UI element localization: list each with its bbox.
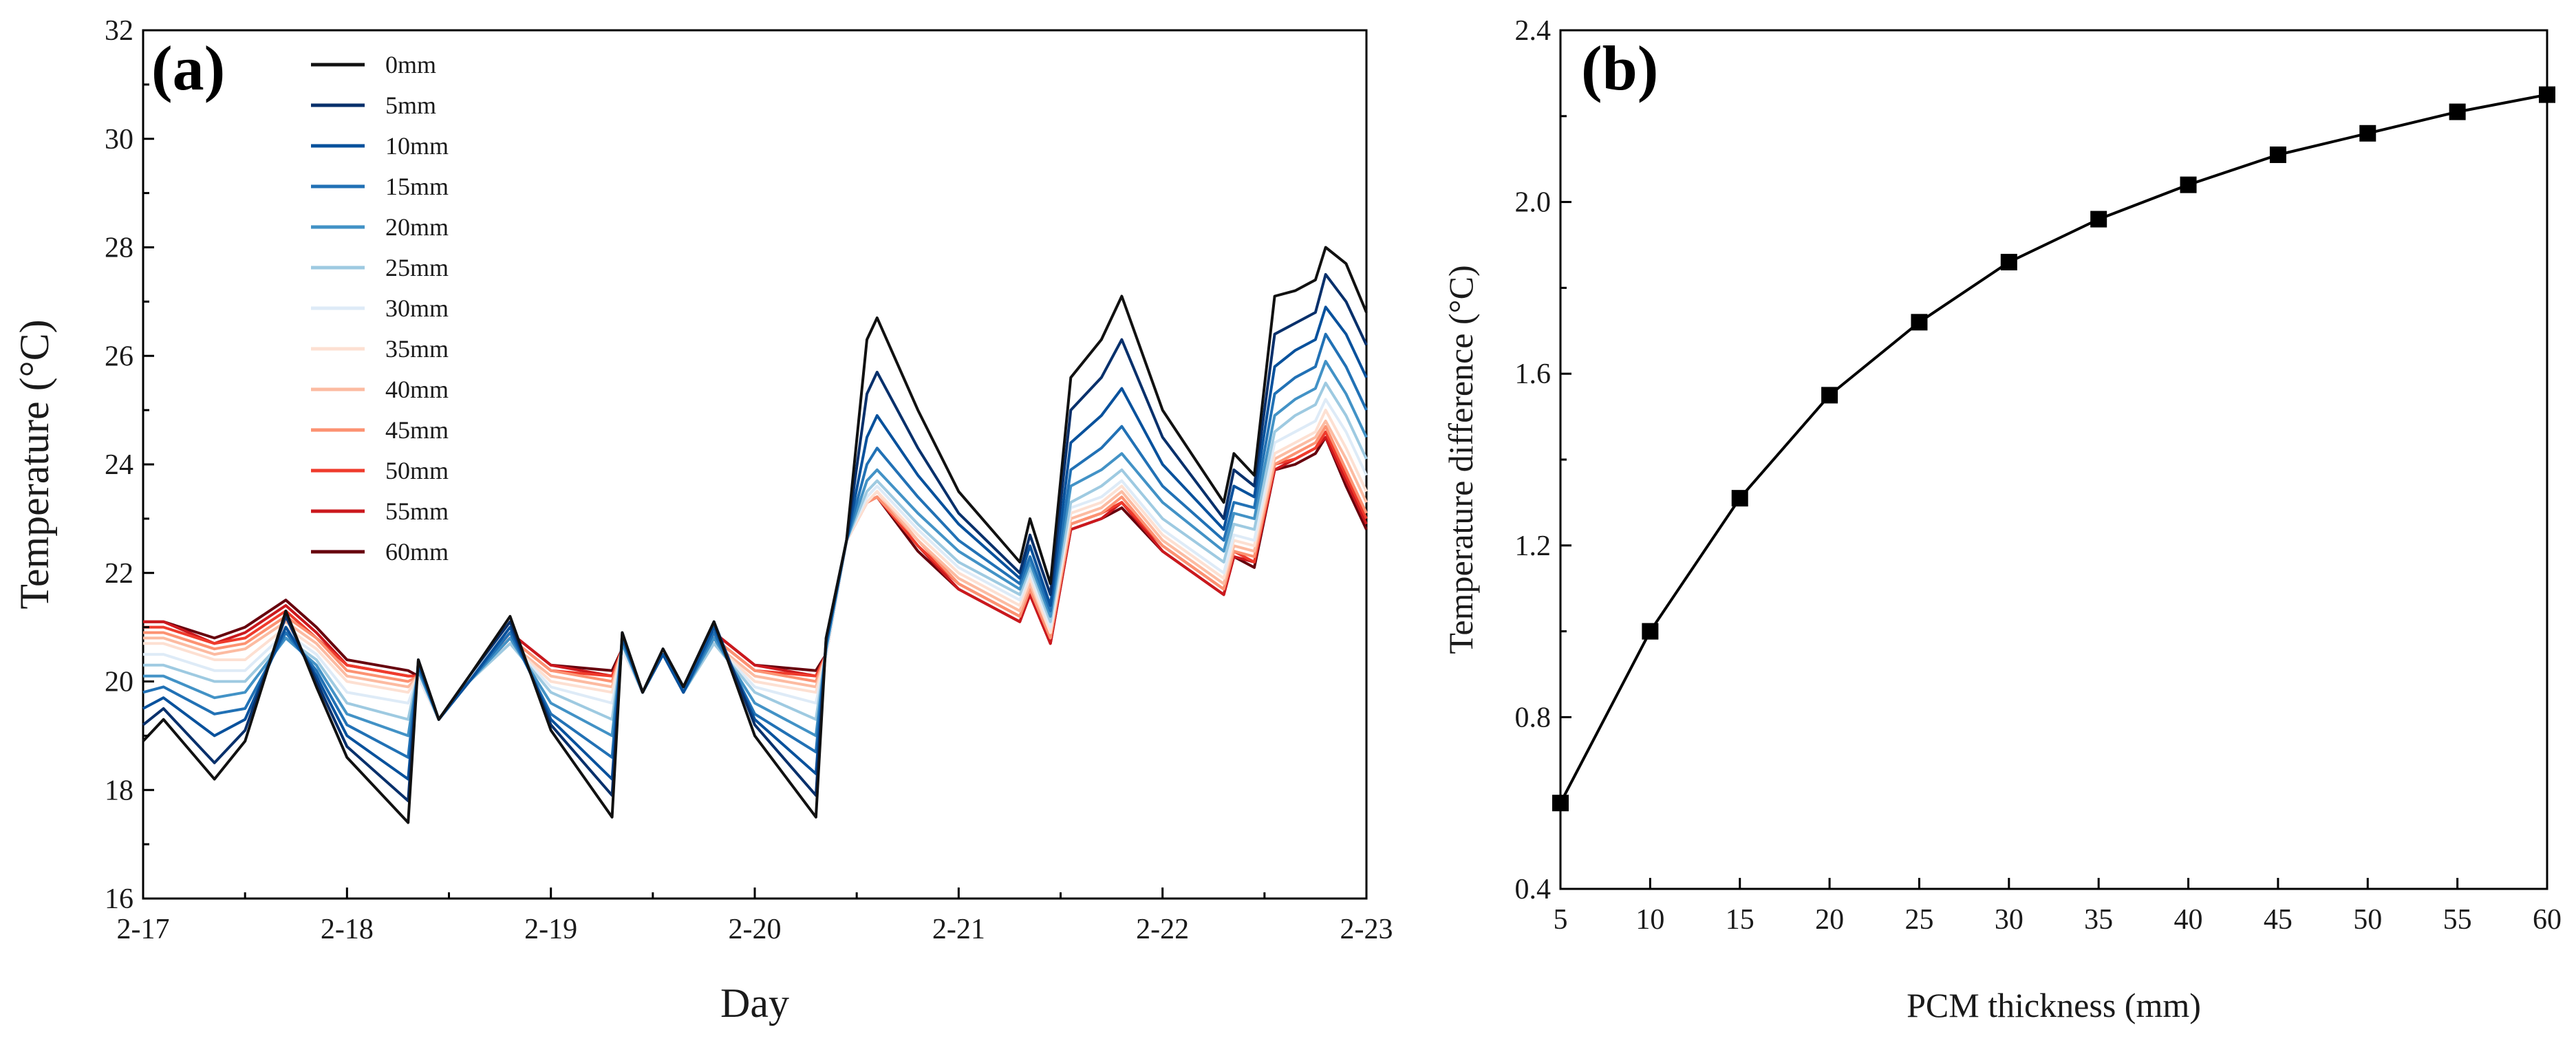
chart-b-x-tick-label: 20 [1815, 904, 1844, 936]
chart-b-x-tick-label: 5 [1554, 904, 1568, 936]
chart-a-x-tick-label: 2-23 [1340, 914, 1393, 945]
chart-a-legend: 0mm 5mm 10mm 15mm 20mm 25mm 30mm 35mm 40mm 45mm 50… [311, 51, 449, 566]
chart-a-x-tick-label: 2-21 [932, 914, 985, 945]
chart-b-x-axis: 5 10 15 20 25 30 35 40 45 50 55 60 [1554, 878, 2562, 936]
chart-b-data-point [2359, 125, 2376, 142]
chart-a-y-axis-title: Temperature (°C) [12, 319, 57, 609]
chart-a-panel-label: (a) [151, 33, 225, 103]
chart-a-y-axis: 16 18 20 22 24 26 28 30 32 [105, 15, 154, 915]
chart-a-y-tick-label: 16 [105, 883, 133, 915]
chart-a-y-tick-label: 22 [105, 558, 133, 590]
chart-b-y-tick-label: 2.4 [1515, 15, 1552, 47]
chart-a-y-tick-label: 18 [105, 775, 133, 806]
chart-a-legend-label-20mm: 20mm [385, 213, 449, 241]
chart-b-x-tick-label: 50 [2353, 904, 2382, 936]
chart-a-x-tick-label: 2-22 [1136, 914, 1189, 945]
chart-b-x-tick-label: 60 [2533, 904, 2562, 936]
chart-b-panel-label: (b) [1581, 33, 1658, 103]
chart-b-series-group [1552, 86, 2555, 812]
chart-a-legend-label-55mm: 55mm [385, 497, 449, 525]
chart-a-legend-label-10mm: 10mm [385, 132, 449, 160]
chart-b-y-tick-label: 1.2 [1515, 530, 1552, 562]
chart-b-x-tick-label: 40 [2174, 904, 2203, 936]
chart-a-legend-label-30mm: 30mm [385, 294, 449, 322]
chart-a-y-tick-label: 32 [105, 15, 133, 47]
chart-b-data-point [2269, 146, 2286, 163]
chart-b-y-tick-label: 1.6 [1515, 358, 1552, 390]
chart-b-data-point [1911, 314, 1928, 331]
chart-b-data-point [2449, 103, 2466, 120]
chart-b-plot-frame [1559, 29, 2548, 890]
chart-a-legend-label-5mm: 5mm [385, 92, 436, 119]
chart-a-legend-label-40mm: 40mm [385, 376, 449, 403]
chart-a-legend-label-60mm: 60mm [385, 538, 449, 566]
chart-a-x-axis-title: Day [720, 980, 789, 1026]
chart-b-x-tick-label: 10 [1635, 904, 1664, 936]
chart-a-x-tick-label: 2-17 [117, 914, 170, 945]
chart-b-x-tick-label: 30 [1995, 904, 2024, 936]
chart-a-y-tick-label: 20 [105, 667, 133, 698]
chart-a-legend-label-35mm: 35mm [385, 335, 449, 363]
chart-b-data-point [1642, 623, 1659, 640]
chart-a-legend-label-15mm: 15mm [385, 173, 449, 200]
chart-a-legend-label-0mm: 0mm [385, 51, 436, 78]
chart-b-data-point [1731, 490, 1748, 507]
chart-a-legend-label-25mm: 25mm [385, 254, 449, 281]
chart-a-legend-label-45mm: 45mm [385, 416, 449, 444]
chart-b-data-point [1821, 387, 1838, 404]
chart-b-y-tick-label: 0.8 [1515, 702, 1552, 733]
chart-b-data-point [2090, 211, 2107, 228]
chart-b-y-tick-label: 0.4 [1515, 874, 1552, 905]
chart-b-x-tick-label: 55 [2443, 904, 2472, 936]
chart-b: 5 10 15 20 25 30 35 40 45 50 55 60 0.4 0.8 1.2 1.6 2.0 2… [1441, 15, 2562, 1024]
chart-a-y-tick-label: 24 [105, 449, 133, 481]
chart-a-series-line-0mm [142, 246, 1368, 824]
chart-b-y-axis-title: Temperature difference (°C) [1441, 265, 1480, 654]
chart-a-y-tick-label: 26 [105, 341, 133, 372]
chart-b-x-axis-title: PCM thickness (mm) [1907, 986, 2201, 1024]
chart-a-series-group [142, 246, 1368, 824]
chart-a: 2-17 2-18 2-19 2-20 2-21 2-22 2-23 16 18 20 22 24 2… [12, 15, 1393, 1026]
chart-a-x-tick-label: 2-20 [729, 914, 782, 945]
chart-b-x-tick-label: 15 [1726, 904, 1754, 936]
chart-a-x-axis: 2-17 2-18 2-19 2-20 2-21 2-22 2-23 [117, 888, 1393, 945]
chart-a-x-tick-label: 2-19 [524, 914, 577, 945]
chart-b-y-tick-label: 2.0 [1515, 187, 1552, 219]
chart-a-y-tick-label: 30 [105, 124, 133, 155]
chart-a-legend-label-50mm: 50mm [385, 457, 449, 484]
chart-a-series-line-5mm [142, 272, 1368, 802]
chart-b-x-tick-label: 45 [2264, 904, 2293, 936]
chart-b-data-point [2180, 176, 2197, 193]
chart-b-series-line [1559, 93, 2548, 804]
chart-b-x-tick-label: 25 [1904, 904, 1933, 936]
chart-b-x-tick-label: 35 [2084, 904, 2113, 936]
chart-b-data-point [2000, 253, 2017, 270]
chart-b-data-point [2539, 86, 2555, 103]
chart-a-x-tick-label: 2-18 [321, 914, 374, 945]
chart-b-y-axis: 0.4 0.8 1.2 1.6 2.0 2.4 [1515, 15, 1571, 905]
chart-a-y-tick-label: 28 [105, 233, 133, 264]
